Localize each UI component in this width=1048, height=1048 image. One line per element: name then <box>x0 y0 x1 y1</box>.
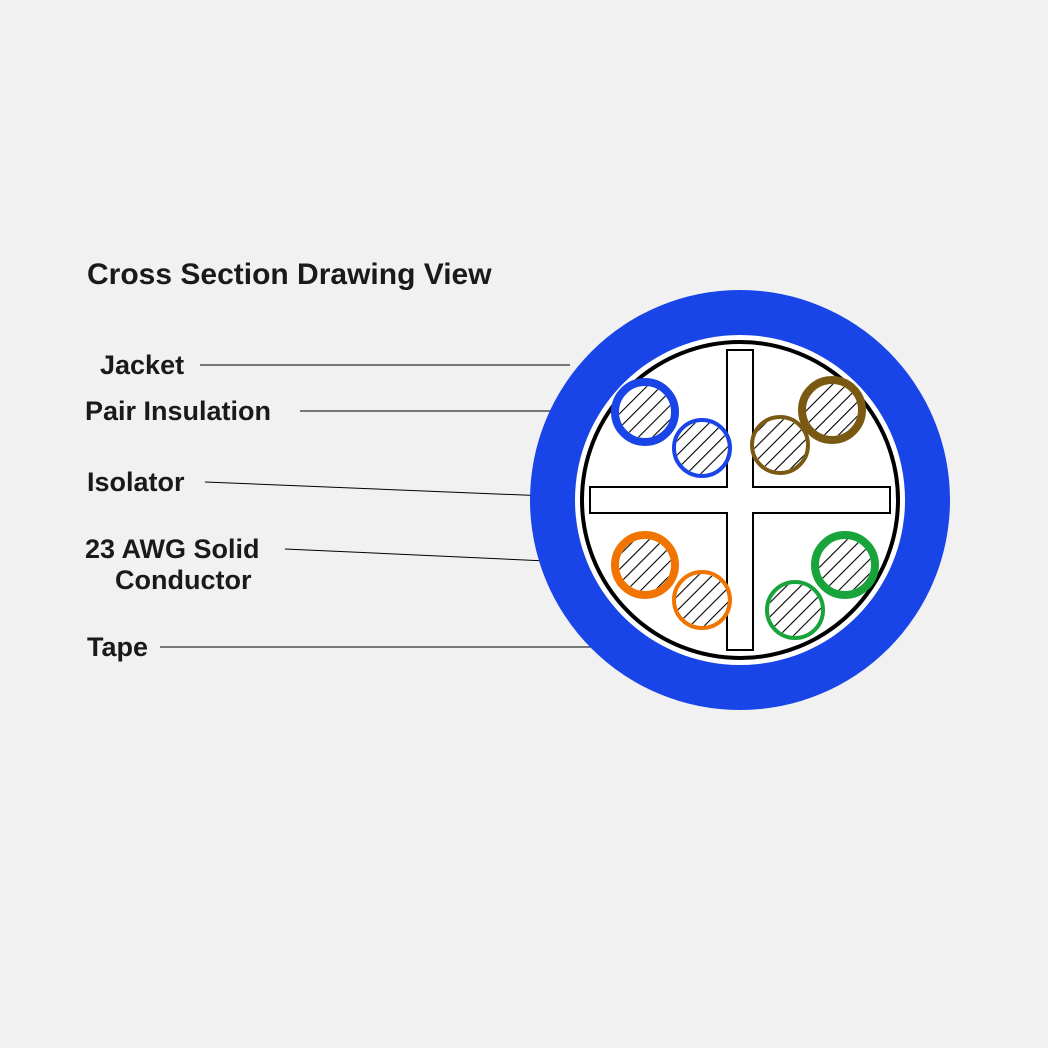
label-jacket: Jacket <box>100 350 184 381</box>
conductor-core-blue-1 <box>676 422 728 474</box>
cable-cross-section-svg <box>0 0 1048 1048</box>
label-pair-ins: Pair Insulation <box>85 396 271 427</box>
conductor-core-orange-4 <box>619 539 671 591</box>
conductor-core-brown-3 <box>754 419 806 471</box>
conductor-core-green-7 <box>769 584 821 636</box>
conductor-core-green-6 <box>819 539 871 591</box>
label-conductor: 23 AWG Solid Conductor <box>85 534 260 596</box>
conductor-core-blue-0 <box>619 386 671 438</box>
label-tape: Tape <box>87 632 148 663</box>
conductor-core-orange-5 <box>676 574 728 626</box>
label-isolator: Isolator <box>87 467 185 498</box>
conductor-core-brown-2 <box>806 384 858 436</box>
